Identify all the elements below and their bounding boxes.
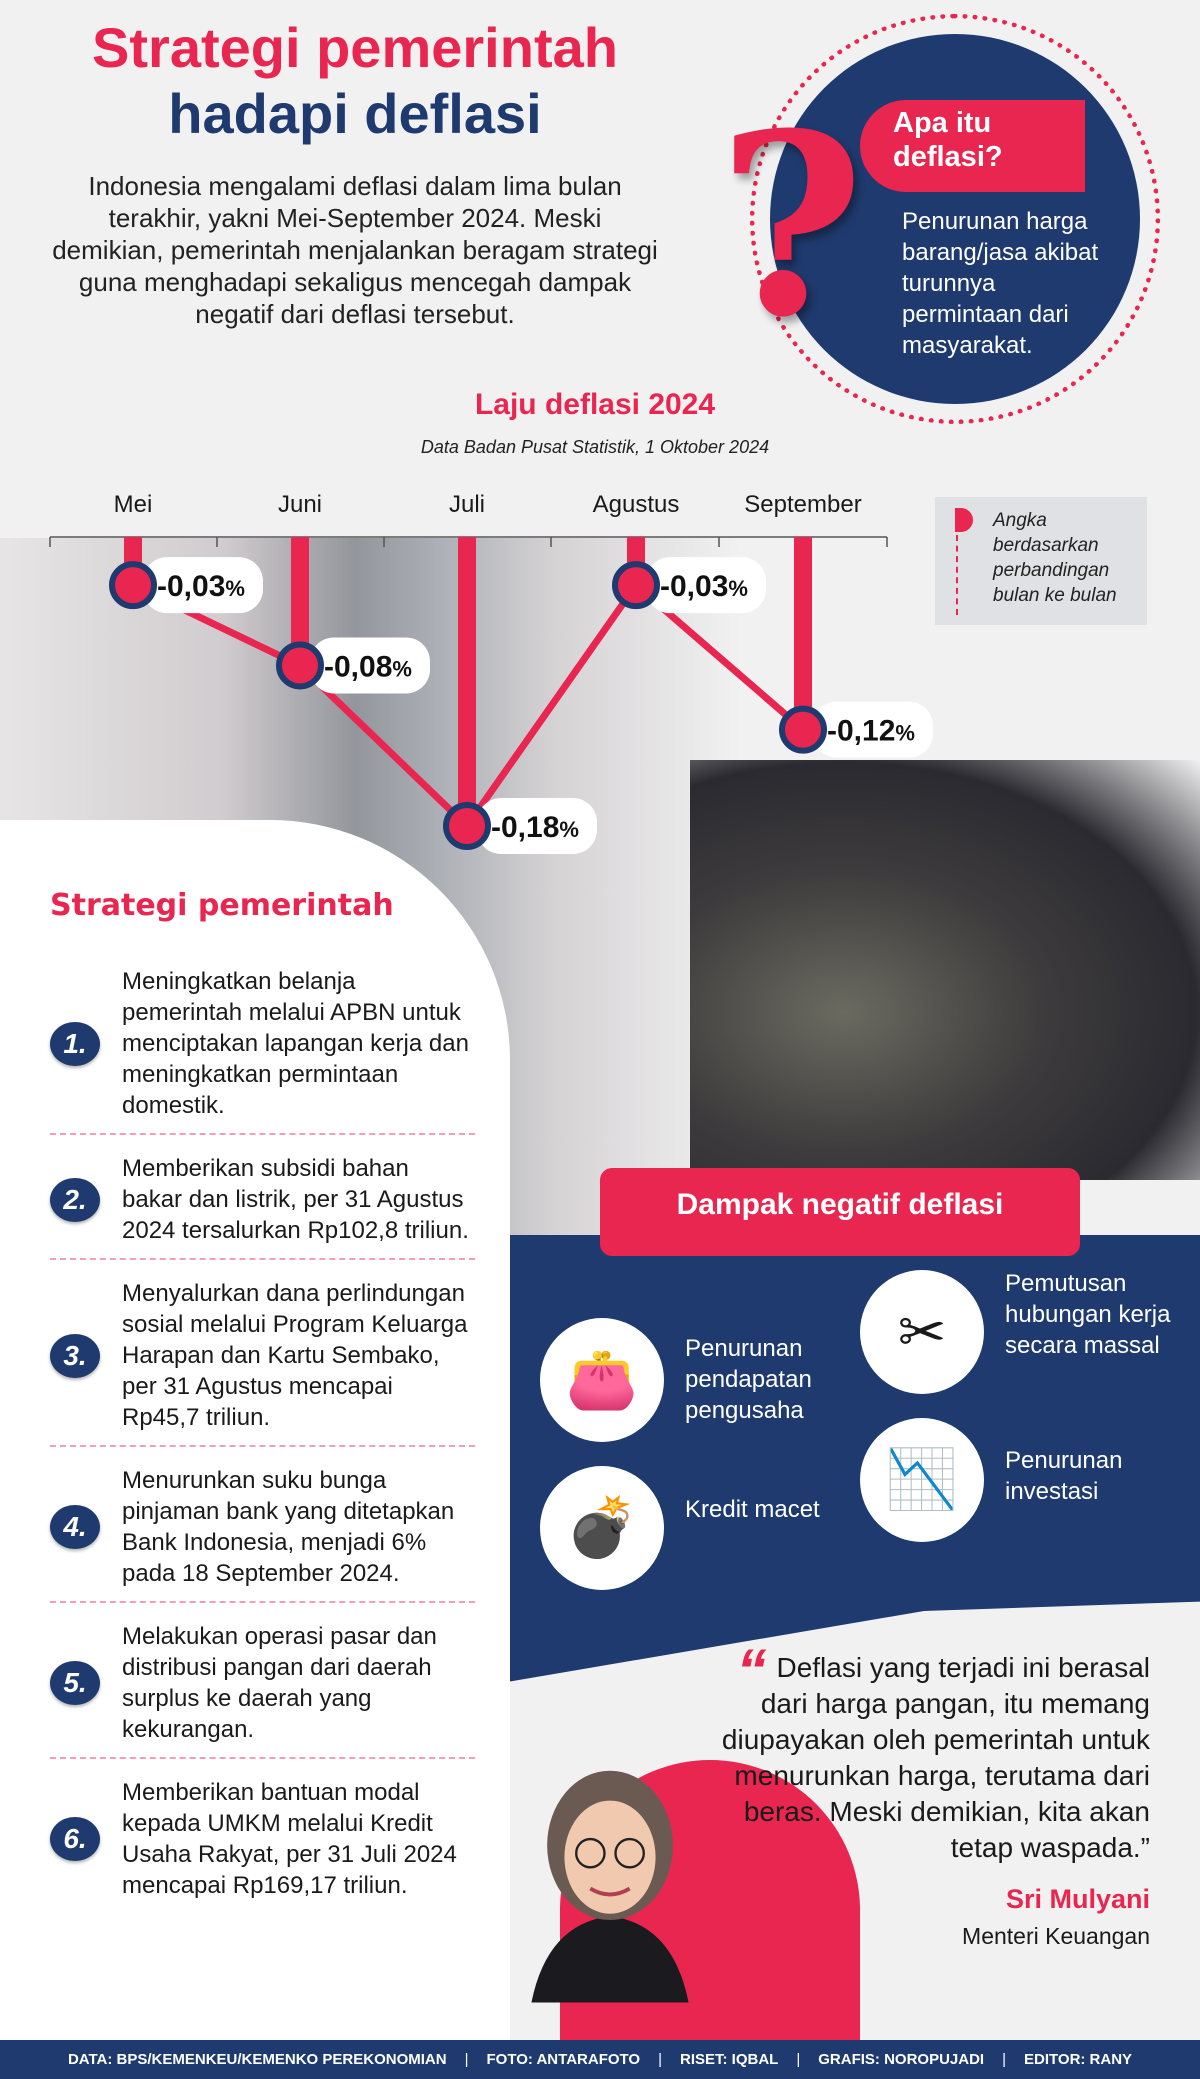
definition-circle — [770, 34, 1140, 404]
item-number-badge: 4. — [50, 1505, 100, 1549]
chart-subtitle: Data Badan Pusat Statistik, 1 Oktober 20… — [420, 437, 770, 457]
divider: | — [658, 2051, 662, 2068]
deflation-bar — [458, 537, 476, 826]
impact-item: Penurunan pendapatan pengusaha — [685, 1335, 812, 1424]
credit-data: DATA: BPS/KEMENKEU/KEMENKO PEREKONOMIAN — [67, 2051, 447, 2068]
credit-editor: EDITOR: RANY — [1024, 2051, 1133, 2068]
value-label: -0,03% — [157, 570, 245, 603]
value-label-bg — [646, 557, 766, 614]
x-tick-label: Agustus — [593, 491, 680, 518]
quote-text: Deflasi yang terjadi ini berasal dari ha… — [721, 1652, 1150, 1863]
strategy-item: 6. Memberikan bantuan modal kepada UMKM m… — [50, 1769, 475, 1913]
item-number-badge: 5. — [50, 1661, 100, 1705]
impact-title: Dampak negatif deflasi — [676, 1188, 1004, 1221]
credit-photo: FOTO: ANTARAFOTO — [486, 2051, 641, 2068]
item-number-badge: 2. — [50, 1177, 100, 1222]
value-unit: % — [225, 576, 245, 601]
speaker-portrait — [531, 1770, 689, 2003]
speaker-role: Menteri Keuangan — [962, 1923, 1150, 1949]
wallet-icon: 👛 — [540, 1318, 664, 1442]
question-mark-icon: ? — [718, 78, 865, 372]
item-number-badge: 3. — [50, 1333, 100, 1378]
strategy-title: Strategi pemerintah — [50, 888, 394, 923]
x-tick-label: Mei — [114, 491, 153, 518]
x-tick-label: September — [744, 491, 861, 518]
value-label: -0,12% — [827, 715, 915, 748]
legend-marker-icon — [955, 508, 973, 532]
value-unit: % — [895, 721, 915, 746]
credit-research: RISET: IQBAL — [680, 2051, 779, 2068]
definition-title: Apa itu deflasi? — [893, 107, 1003, 173]
data-point — [109, 561, 157, 610]
dotted-ring — [750, 14, 1160, 424]
item-number-badge: 6. — [50, 1817, 100, 1861]
strategy-item-text: Meningkatkan belanja pemerintah melalui … — [122, 968, 469, 1119]
strategy-item: 4. Menurunkan suku bunga pinjaman bank ya… — [50, 1457, 475, 1603]
strategy-item: 5. Melakukan operasi pasar dan distribusi… — [50, 1613, 475, 1759]
value-label-bg — [813, 701, 933, 758]
strategy-item-text: Menurunkan suku bunga pinjaman bank yang… — [122, 1467, 455, 1587]
data-point — [276, 641, 324, 690]
impact-banner — [600, 1168, 1080, 1256]
x-tick-label: Juni — [278, 491, 322, 518]
credits-footer: DATA: BPS/KEMENKEU/KEMENKO PEREKONOMIAN |… — [0, 2040, 1200, 2079]
value-number: -0,03 — [157, 570, 225, 603]
divider: | — [464, 2051, 469, 2068]
briefcase-scissors-icon: ✂ — [860, 1270, 984, 1394]
deflation-bar — [794, 537, 812, 730]
impact-item: Penurunan investasi — [1005, 1447, 1123, 1505]
deflation-chart: Mei Juni Juli Agustus September-0,03%-0,08%-… — [49, 491, 933, 854]
strategy-item: 2. Memberikan subsidi bahan bakar dan lis… — [50, 1145, 475, 1260]
value-label-bg — [310, 637, 430, 694]
value-label: -0,18% — [491, 811, 579, 844]
impact-item: Pemutusan hubungan kerja secara massal — [1005, 1270, 1171, 1359]
value-unit: % — [559, 817, 579, 842]
intro-text: Indonesia mengalami deflasi dalam lima b… — [52, 171, 658, 329]
value-label-bg — [477, 798, 597, 854]
declining-chart-icon: 📉 — [860, 1418, 984, 1542]
value-label: -0,03% — [660, 570, 748, 603]
strategy-item: 1. Meningkatkan belanja pemerintah melalu… — [50, 958, 475, 1135]
definition-text: Penurunan harga barang/jasa akibat turun… — [902, 208, 1099, 359]
value-unit: % — [728, 576, 748, 601]
strategy-item-text: Melakukan operasi pasar dan distribusi p… — [122, 1623, 437, 1743]
impact-item: Kredit macet — [685, 1496, 820, 1523]
legend-dashed-line — [956, 535, 958, 615]
value-unit: % — [392, 656, 412, 681]
value-number: -0,08 — [324, 650, 392, 683]
value-label-bg — [143, 557, 263, 614]
data-point — [779, 705, 827, 754]
quote-block: “Deflasi yang terjadi ini berasal dari h… — [720, 1641, 1150, 1950]
strategy-item: 3. Menyalurkan dana perlindungan sosial m… — [50, 1270, 475, 1447]
item-number-badge: 1. — [50, 1021, 100, 1066]
value-number: -0,03 — [660, 570, 728, 603]
value-label: -0,08% — [324, 650, 412, 683]
data-point — [443, 802, 491, 850]
weight-on-money-icon: 💣 — [540, 1466, 664, 1590]
legend-text: Angka berdasarkan perbandingan bulan ke … — [993, 510, 1117, 606]
credit-graphics: GRAFIS: NOROPUJADI — [818, 2051, 985, 2068]
deflation-bar — [291, 537, 309, 666]
x-tick-label: Juli — [449, 491, 485, 518]
strategy-item-text: Menyalurkan dana perlindungan sosial mel… — [122, 1280, 468, 1431]
divider: | — [1002, 2051, 1006, 2068]
shoppers-photo — [690, 760, 1200, 1180]
chart-title: Laju deflasi 2024 — [474, 388, 716, 421]
data-point — [612, 561, 660, 610]
title-line-2: hadapi deflasi — [168, 82, 542, 145]
strategy-item-text: Memberikan subsidi bahan bakar dan listr… — [122, 1155, 469, 1244]
quote: “Deflasi yang terjadi ini berasal dari h… — [720, 1641, 1150, 1866]
definition-banner — [860, 100, 1085, 192]
speaker-name: Sri Mulyani — [1005, 1884, 1150, 1914]
value-number: -0,12 — [827, 715, 895, 748]
value-number: -0,18 — [491, 811, 559, 844]
strategy-item-text: Memberikan bantuan modal kepada UMKM mel… — [122, 1779, 457, 1899]
divider: | — [796, 2051, 801, 2068]
strategy-list: 1. Meningkatkan belanja pemerintah melalu… — [50, 958, 475, 1913]
title-line-1: Strategi pemerintah — [92, 16, 618, 79]
